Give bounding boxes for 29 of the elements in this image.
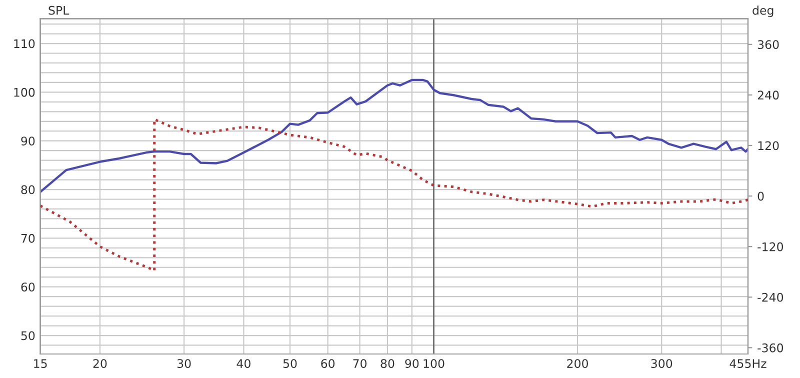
x-tick-label: 30 (177, 359, 191, 368)
y-tick-label: 90 (21, 136, 35, 146)
y2-tick-label: 360 (758, 40, 779, 50)
y-axis-title: SPL (48, 6, 70, 15)
y-tick-label: 60 (21, 282, 35, 292)
x-tick-label: 60 (321, 359, 335, 368)
x-tick-label: 40 (236, 359, 250, 368)
y2-tick-label: 240 (758, 90, 779, 100)
x-tick-label: 15 (34, 359, 47, 368)
y2-tick-label: -240 (758, 292, 784, 302)
x-tick-label: 90 (405, 359, 419, 368)
y-tick-label: 80 (21, 185, 35, 194)
y-tick-label: 100 (14, 88, 35, 97)
y2-axis-title: deg (752, 6, 774, 18)
y-tick-label: 110 (14, 39, 35, 48)
x-tick-label: 80 (380, 359, 394, 368)
y2-tick-label: 120 (758, 141, 779, 150)
y2-tick-label: -360 (758, 343, 784, 352)
x-tick-label: 100 (424, 359, 444, 368)
y2-tick-label: 0 (758, 192, 764, 201)
x-tick-label: 300 (651, 359, 672, 368)
x-tick-label: 50 (283, 359, 297, 368)
x-tick-label: 455Hz (730, 359, 766, 368)
x-tick-label: 70 (353, 359, 367, 368)
y-tick-label: 50 (21, 331, 35, 340)
x-tick-label: 20 (93, 359, 107, 368)
y2-tick-label: -120 (758, 242, 784, 252)
x-tick-label: 200 (567, 359, 588, 368)
y-tick-label: 70 (21, 234, 35, 243)
